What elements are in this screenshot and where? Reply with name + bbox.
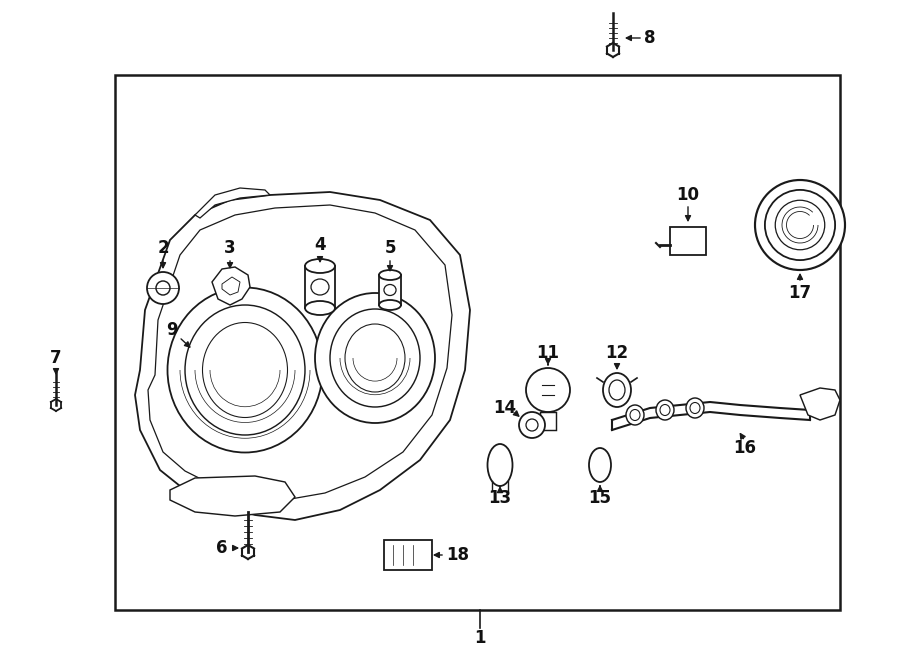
Text: 15: 15 [589,489,611,507]
Circle shape [755,180,845,270]
Ellipse shape [630,410,640,420]
Polygon shape [222,277,240,295]
FancyBboxPatch shape [384,540,432,570]
Ellipse shape [345,324,405,392]
Text: 7: 7 [50,349,62,367]
Ellipse shape [660,405,670,416]
Text: 11: 11 [536,344,560,362]
Circle shape [156,281,170,295]
Ellipse shape [589,448,611,482]
Ellipse shape [305,301,335,315]
Text: 4: 4 [314,236,326,254]
Polygon shape [170,476,295,516]
Circle shape [526,419,538,431]
Text: 17: 17 [788,284,812,302]
Ellipse shape [656,400,674,420]
Circle shape [147,272,179,304]
Ellipse shape [384,284,396,295]
Ellipse shape [686,398,704,418]
Polygon shape [212,267,250,305]
Text: 8: 8 [644,29,656,47]
Circle shape [526,368,570,412]
Ellipse shape [609,380,625,400]
Text: 3: 3 [224,239,236,257]
Ellipse shape [603,373,631,407]
Ellipse shape [330,309,420,407]
Circle shape [765,190,835,260]
Text: 12: 12 [606,344,628,362]
Bar [305,266,335,308]
Bar [670,227,706,255]
Bar [540,412,556,430]
Text: 1: 1 [474,629,486,647]
Ellipse shape [379,270,401,280]
Ellipse shape [185,305,305,435]
Text: 6: 6 [216,539,228,557]
Ellipse shape [315,293,435,423]
Ellipse shape [488,444,512,486]
Polygon shape [800,388,840,420]
Bar [379,275,401,305]
Ellipse shape [690,403,700,414]
Text: 16: 16 [734,439,757,457]
Text: 14: 14 [493,399,517,417]
Polygon shape [135,192,470,520]
Text: 2: 2 [158,239,169,257]
Text: 13: 13 [489,489,511,507]
Ellipse shape [167,288,322,453]
Ellipse shape [626,405,644,425]
Polygon shape [195,188,270,218]
Ellipse shape [311,279,329,295]
Bar [115,75,840,610]
Ellipse shape [379,300,401,310]
Ellipse shape [305,259,335,273]
Circle shape [775,200,824,250]
Text: 10: 10 [677,186,699,204]
Ellipse shape [202,323,287,418]
Text: 5: 5 [384,239,396,257]
Circle shape [519,412,545,438]
Text: 18: 18 [446,546,470,564]
Text: 9: 9 [166,321,178,339]
